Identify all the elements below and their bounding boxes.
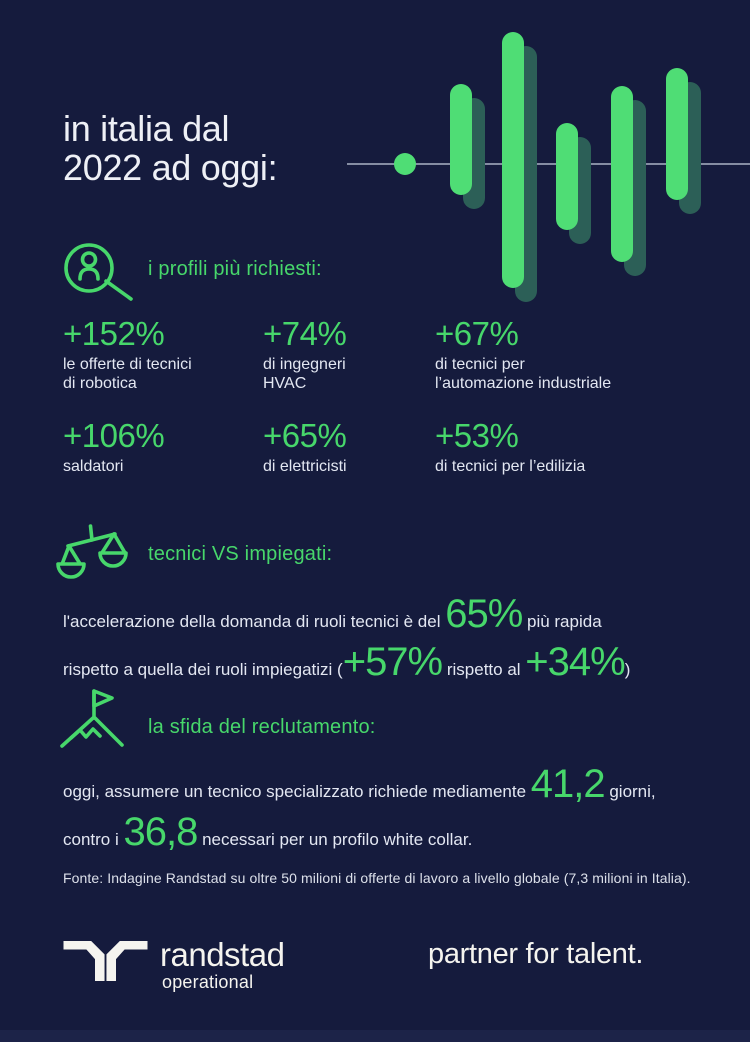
title-line2: 2022 ad oggi: bbox=[63, 147, 278, 188]
stat-value: +74% bbox=[263, 315, 347, 352]
scales-icon bbox=[56, 524, 128, 579]
text-segment: rispetto al bbox=[442, 660, 526, 679]
text-segment: più rapida bbox=[522, 612, 602, 631]
stat-automazione: +67% di tecnici per l’automazione indust… bbox=[435, 316, 735, 393]
stat-elettricisti: +65% di elettricisti bbox=[263, 418, 423, 476]
text-segment: rispetto a quella dei ruoli impiegatizi … bbox=[63, 660, 343, 679]
text-segment: contro i bbox=[63, 830, 124, 849]
highlight-65: 65% bbox=[445, 592, 523, 636]
text-segment: necessari per un profilo white collar. bbox=[197, 830, 473, 849]
source-note: Fonte: Indagine Randstad su oltre 50 mil… bbox=[63, 870, 691, 886]
highlight-36-8: 36,8 bbox=[123, 810, 198, 854]
tecnici-vs-line1: l'accelerazione della domanda di ruoli t… bbox=[63, 594, 602, 634]
reclutamento-line2: contro i 36,8 necessari per un profilo w… bbox=[63, 812, 472, 852]
text-segment: oggi, assumere un tecnico specializzato … bbox=[63, 782, 531, 801]
stat-value: +53% bbox=[435, 417, 519, 454]
stat-edilizia: +53% di tecnici per l’edilizia bbox=[435, 418, 735, 476]
stat-label: di ingegneri HVAC bbox=[263, 356, 346, 392]
reclutamento-line1: oggi, assumere un tecnico specializzato … bbox=[63, 764, 656, 804]
section-heading-profiles: i profili più richiesti: bbox=[148, 258, 322, 280]
stat-hvac: +74% di ingegneri HVAC bbox=[263, 316, 423, 393]
page-title: in italia dal 2022 ad oggi: bbox=[63, 108, 278, 188]
stat-label: saldatori bbox=[63, 458, 124, 475]
mountain-flag-icon bbox=[60, 689, 124, 748]
title-line1: in italia dal bbox=[63, 108, 230, 149]
stat-value: +65% bbox=[263, 417, 347, 454]
randstad-logo-icon bbox=[63, 940, 148, 982]
highlight-34: +34% bbox=[525, 640, 625, 684]
brand-division: operational bbox=[162, 972, 254, 992]
highlight-41-2: 41,2 bbox=[530, 762, 606, 806]
stat-value: +152% bbox=[63, 315, 165, 352]
stat-label: di elettricisti bbox=[263, 458, 347, 475]
stat-label: le offerte di tecnici di robotica bbox=[63, 356, 192, 392]
text-segment: ) bbox=[624, 660, 631, 679]
highlight-57: +57% bbox=[342, 640, 443, 684]
stat-saldatori: +106% saldatori bbox=[63, 418, 253, 476]
bottom-strip bbox=[0, 1030, 750, 1042]
person-search-icon bbox=[64, 243, 133, 301]
text-segment: l'accelerazione della domanda di ruoli t… bbox=[63, 612, 446, 631]
section-heading-reclutamento: la sfida del reclutamento: bbox=[148, 716, 376, 738]
stat-label: di tecnici per l’automazione industriale bbox=[435, 356, 612, 392]
brand-name: randstad bbox=[160, 936, 285, 973]
text-segment: giorni, bbox=[604, 782, 656, 801]
stat-value: +106% bbox=[63, 417, 165, 454]
stat-robotica: +152% le offerte di tecnici di robotica bbox=[63, 316, 253, 393]
stat-value: +67% bbox=[435, 315, 519, 352]
tecnici-vs-line2: rispetto a quella dei ruoli impiegatizi … bbox=[63, 642, 630, 682]
stat-label: di tecnici per l’edilizia bbox=[435, 458, 586, 475]
brand-tagline: partner for talent. bbox=[428, 938, 644, 970]
waveform-graphic bbox=[347, 32, 750, 302]
section-heading-tecnici-vs: tecnici VS impiegati: bbox=[148, 543, 333, 565]
